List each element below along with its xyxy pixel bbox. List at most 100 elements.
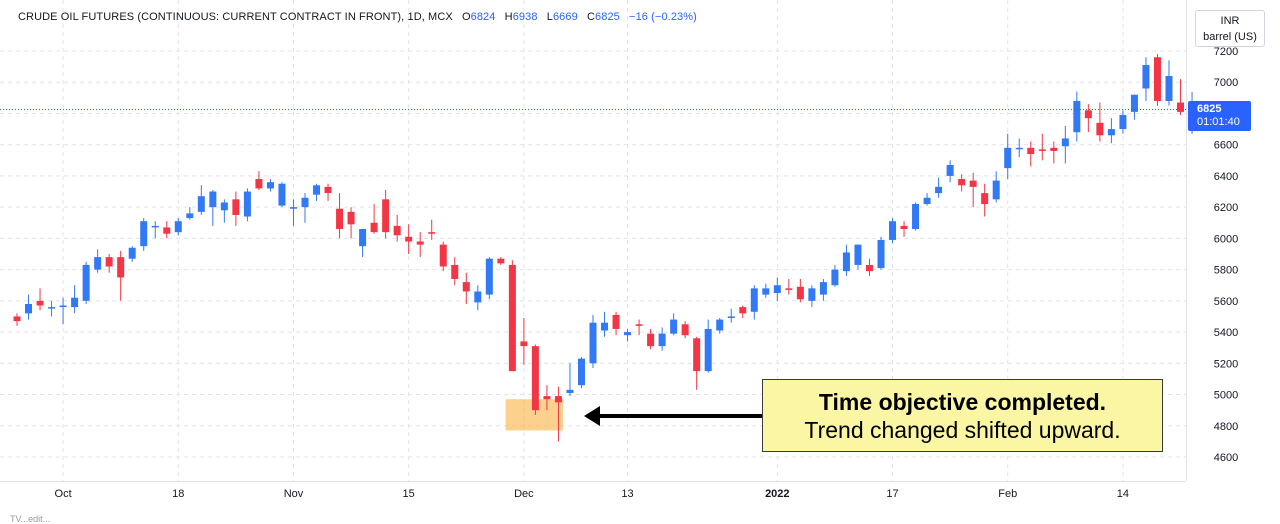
candle-body — [301, 197, 309, 208]
candle-body — [243, 191, 251, 217]
candle — [117, 250, 125, 301]
candle-body — [485, 258, 493, 295]
annotation-callout: Time objective completed. Trend changed … — [762, 379, 1163, 452]
candle — [577, 357, 585, 389]
candle-body — [289, 207, 297, 209]
candle — [186, 207, 194, 220]
candle — [554, 386, 562, 442]
candle — [716, 318, 724, 334]
candle — [1119, 110, 1127, 134]
candle — [1084, 104, 1092, 133]
time-tick-label: 15 — [403, 488, 415, 500]
candle-body — [186, 213, 194, 219]
annotation-line-2: Trend changed shifted upward. — [804, 417, 1121, 443]
candle — [670, 313, 678, 336]
candle — [508, 260, 516, 372]
candle-body — [1177, 102, 1185, 112]
candle-body — [566, 389, 574, 393]
candle — [324, 183, 332, 201]
candle — [266, 179, 274, 192]
candle-body — [347, 211, 355, 225]
candle-body — [1142, 65, 1150, 89]
price-tick-label: 6000 — [1214, 233, 1238, 245]
time-tick-label: 14 — [1117, 488, 1129, 500]
candle — [693, 336, 701, 390]
candle-body — [819, 282, 827, 295]
candle-body — [773, 285, 781, 294]
symbol-legend: CRUDE OIL FUTURES (CONTINUOUS: CURRENT C… — [18, 11, 697, 23]
candle — [969, 172, 977, 208]
candle-body — [923, 197, 931, 205]
candle — [474, 285, 482, 311]
candle — [370, 204, 378, 234]
candle — [923, 193, 931, 206]
last-price-value: 6825 — [1197, 103, 1222, 115]
annotation-arrow — [584, 406, 762, 426]
candle — [1096, 102, 1104, 142]
candle — [704, 319, 712, 373]
candle-body — [520, 341, 528, 347]
candle-body — [877, 239, 885, 269]
candle-body — [624, 332, 632, 336]
low-label: L — [546, 11, 553, 23]
candle — [1130, 94, 1138, 120]
candle — [785, 278, 793, 295]
candle-body — [1096, 122, 1104, 136]
candle-body — [416, 241, 424, 245]
candle-body — [796, 286, 804, 300]
candle-body — [704, 328, 712, 372]
candle-body — [439, 244, 447, 267]
candle — [128, 246, 136, 262]
candle-body — [48, 307, 56, 309]
candle-body — [693, 338, 701, 372]
candle — [750, 285, 758, 320]
candle — [796, 278, 804, 303]
candle — [1015, 138, 1023, 158]
candle — [220, 199, 228, 223]
candle-body — [313, 185, 321, 195]
candle — [71, 285, 79, 314]
candle — [531, 344, 539, 415]
close-value: 6825 — [595, 11, 620, 23]
candle — [416, 232, 424, 258]
candle-body — [508, 264, 516, 372]
candle-body — [462, 282, 470, 292]
candle-body — [393, 225, 401, 236]
candle — [958, 174, 966, 192]
candle — [589, 314, 597, 368]
candle-body — [1165, 75, 1173, 101]
time-tick-label: Oct — [55, 488, 72, 500]
candle-body — [197, 196, 205, 212]
candle-body — [1073, 100, 1081, 133]
candle — [140, 218, 148, 251]
price-tick-label: 5600 — [1214, 296, 1238, 308]
candle — [451, 257, 459, 286]
candle-body — [1153, 57, 1161, 101]
price-tick-label: 6600 — [1214, 140, 1238, 152]
candles-group — [13, 54, 1196, 442]
candle — [232, 191, 240, 226]
candle — [25, 294, 33, 320]
candle — [197, 185, 205, 215]
price-axis: 4600 4800 5000 5200 5400 5600 5800 6000 6200 6400… — [1186, 0, 1238, 481]
candle — [359, 229, 367, 258]
last-price-tag: 6825 01:01:40 — [1188, 101, 1251, 131]
candle-body — [842, 252, 850, 272]
candle — [36, 288, 44, 311]
candle — [935, 177, 943, 198]
candle-body — [865, 264, 873, 272]
candle-body — [71, 297, 79, 308]
candle — [658, 327, 666, 351]
candle-body — [370, 222, 378, 233]
price-tick-label: 4600 — [1214, 452, 1238, 464]
candle-body — [163, 227, 171, 234]
candle — [566, 363, 574, 397]
candle-body — [912, 204, 920, 230]
bar-countdown: 01:01:40 — [1197, 116, 1240, 128]
time-tick-label: Feb — [998, 488, 1017, 500]
candle-body — [635, 324, 643, 326]
candle-body — [1084, 110, 1092, 119]
candle — [163, 221, 171, 239]
currency-unit-selector[interactable]: INR barrel (US) — [1195, 10, 1265, 47]
candle — [819, 278, 827, 301]
